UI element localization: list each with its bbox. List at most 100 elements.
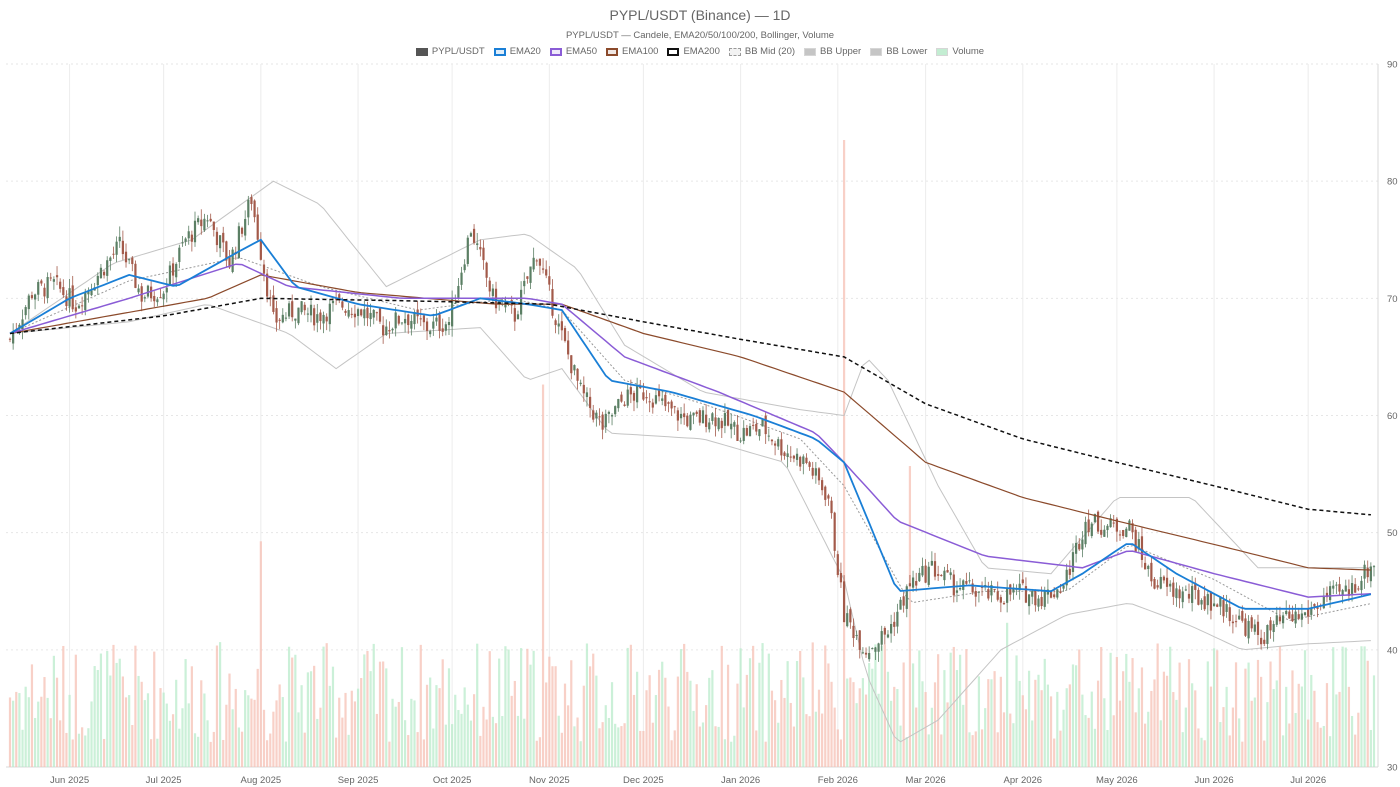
volume-bar bbox=[861, 678, 864, 767]
volume-bar bbox=[463, 687, 466, 767]
volume-bar bbox=[87, 728, 90, 767]
candle-body bbox=[303, 304, 306, 311]
volume-bar bbox=[369, 671, 372, 767]
volume-bar bbox=[893, 686, 896, 767]
volume-bar bbox=[614, 723, 617, 767]
volume-bar bbox=[736, 683, 739, 767]
volume-bar bbox=[479, 735, 482, 767]
candle-body bbox=[62, 287, 65, 296]
legend-item-ema50[interactable]: EMA50 bbox=[549, 46, 597, 57]
volume-bar bbox=[1100, 647, 1103, 767]
volume-bar bbox=[1125, 653, 1128, 767]
legend-item-ema200[interactable]: EMA200 bbox=[667, 46, 720, 57]
volume-bar bbox=[403, 720, 407, 767]
candle-body bbox=[554, 320, 557, 326]
candle-body bbox=[1228, 607, 1231, 622]
candle-body bbox=[1034, 590, 1037, 606]
volume-bar bbox=[723, 739, 727, 767]
legend-item-ema20[interactable]: EMA20 bbox=[493, 46, 541, 57]
volume-bar bbox=[1012, 723, 1015, 767]
volume-bar bbox=[592, 653, 595, 767]
volume-bar bbox=[1253, 697, 1256, 767]
candle-body bbox=[1194, 582, 1197, 590]
candle-body bbox=[432, 321, 435, 329]
volume-bar bbox=[984, 708, 987, 767]
legend-item-bb-lower[interactable]: BB Lower bbox=[870, 46, 927, 57]
volume-bar bbox=[933, 682, 937, 767]
volume-bar bbox=[118, 658, 121, 767]
volume-bar bbox=[338, 697, 341, 767]
candle-body bbox=[1024, 586, 1028, 603]
legend-item-bb-mid-20[interactable]: BB Mid (20) bbox=[728, 46, 795, 57]
y-tick-label: 90 bbox=[1387, 60, 1398, 71]
legend-item-pypl-usdt[interactable]: PYPL/USDT bbox=[415, 46, 485, 57]
candle-body bbox=[786, 453, 789, 458]
volume-bar bbox=[344, 692, 347, 767]
legend-item-bb-upper[interactable]: BB Upper bbox=[804, 46, 861, 57]
volume-bar bbox=[1006, 622, 1009, 767]
candle-body bbox=[839, 573, 843, 583]
candle-body bbox=[203, 218, 206, 231]
candle-body bbox=[1009, 584, 1012, 595]
volume-bar bbox=[795, 661, 799, 767]
volume-bar bbox=[1341, 646, 1344, 767]
candle-body bbox=[908, 583, 912, 587]
volume-bar bbox=[350, 690, 353, 767]
legend-swatch bbox=[728, 47, 741, 56]
volume-bar bbox=[598, 728, 601, 767]
candle-body bbox=[24, 307, 27, 316]
candle-body bbox=[225, 241, 228, 261]
volume-bar bbox=[560, 732, 563, 767]
volume-bar bbox=[1250, 700, 1253, 767]
candle-body bbox=[1272, 624, 1275, 632]
candle-body bbox=[996, 591, 999, 600]
volume-bar bbox=[1046, 684, 1049, 767]
candle-body bbox=[523, 280, 526, 287]
volume-bar bbox=[538, 737, 542, 767]
candle-body bbox=[683, 413, 686, 418]
candle-body bbox=[780, 439, 783, 456]
candle-body bbox=[331, 300, 335, 304]
candle-body bbox=[400, 322, 404, 324]
candle-body bbox=[874, 647, 877, 652]
legend-item-volume[interactable]: Volume bbox=[936, 46, 984, 57]
volume-bar bbox=[1122, 671, 1125, 767]
volume-bar bbox=[821, 713, 824, 767]
volume-bar bbox=[1372, 675, 1376, 767]
candle-body bbox=[287, 303, 291, 317]
volume-bar bbox=[1034, 679, 1037, 767]
volume-bar bbox=[309, 671, 313, 767]
candle-body bbox=[1109, 518, 1112, 528]
candle-body bbox=[692, 412, 695, 416]
volume-bar bbox=[868, 663, 871, 767]
volume-bar bbox=[529, 664, 532, 767]
volume-bar bbox=[410, 698, 413, 767]
volume-bar bbox=[33, 717, 37, 767]
candle-body bbox=[366, 307, 369, 319]
candle-body bbox=[827, 495, 830, 499]
volume-bar bbox=[30, 664, 34, 767]
candle-body bbox=[1112, 522, 1115, 524]
volume-bar bbox=[996, 732, 999, 767]
candle-body bbox=[457, 285, 460, 299]
volume-bar bbox=[563, 683, 567, 767]
candle-body bbox=[1360, 580, 1363, 591]
volume-bar bbox=[636, 671, 639, 767]
candle-body bbox=[730, 423, 733, 430]
volume-bar bbox=[877, 693, 880, 767]
candle-body bbox=[651, 402, 654, 408]
candle-body bbox=[1206, 594, 1209, 606]
candle-body bbox=[410, 320, 413, 329]
volume-bar bbox=[165, 703, 168, 767]
candle-body bbox=[1212, 603, 1216, 607]
volume-bar bbox=[1322, 725, 1325, 767]
volume-bar bbox=[1043, 658, 1046, 767]
volume-bar bbox=[400, 647, 404, 767]
candle-body bbox=[679, 413, 683, 419]
candle-body bbox=[1260, 637, 1263, 645]
candle-body bbox=[504, 304, 507, 308]
legend-item-ema100[interactable]: EMA100 bbox=[606, 46, 658, 57]
volume-bar bbox=[745, 674, 748, 767]
candle-body bbox=[247, 199, 250, 218]
volume-bar bbox=[535, 740, 538, 767]
